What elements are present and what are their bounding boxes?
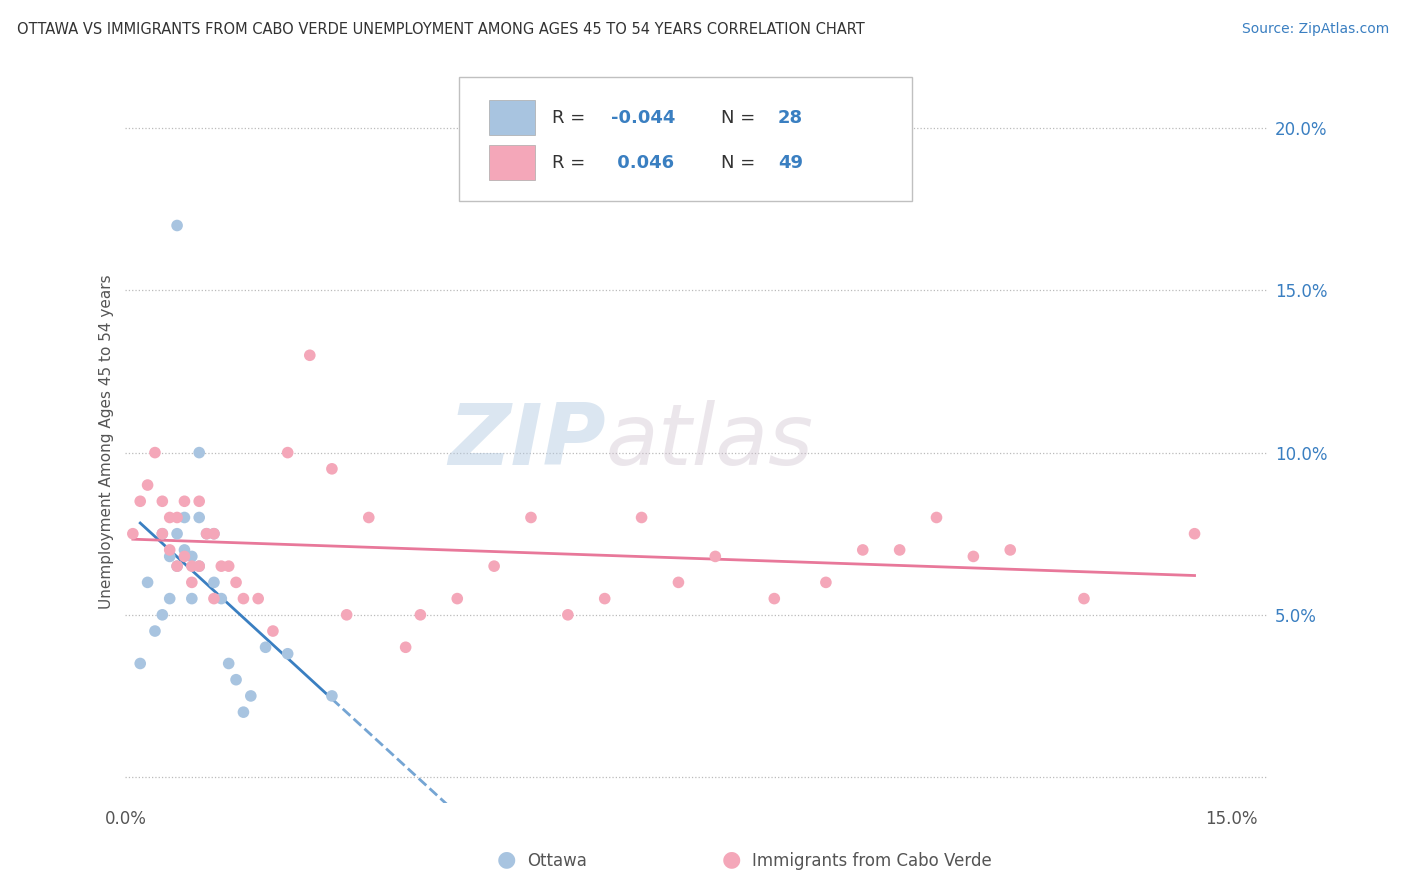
Point (188, 445, 211, 459)
Point (166, 559, 188, 574)
Point (218, 657, 240, 671)
Point (704, 549, 727, 564)
Point (232, 705, 254, 719)
Point (225, 673, 247, 687)
Text: atlas: atlas (606, 400, 814, 483)
Text: 0.046: 0.046 (612, 153, 675, 171)
Point (129, 657, 152, 671)
Point (195, 526, 218, 541)
Point (446, 591, 468, 606)
Point (254, 640, 277, 655)
Point (159, 591, 181, 606)
Point (630, 510, 652, 524)
Point (763, 591, 786, 606)
Point (298, 348, 321, 362)
Point (668, 575, 690, 590)
Point (173, 543, 195, 558)
Point (277, 445, 299, 459)
Point (180, 591, 202, 606)
FancyBboxPatch shape (489, 101, 534, 136)
Point (209, 591, 232, 606)
Point (962, 549, 984, 564)
Point (150, 526, 173, 541)
Point (180, 559, 202, 574)
Point (143, 624, 166, 638)
Point (173, 510, 195, 524)
Point (150, 526, 173, 541)
Point (166, 219, 188, 233)
Point (173, 549, 195, 564)
Text: Immigrants from Cabo Verde: Immigrants from Cabo Verde (752, 852, 993, 870)
Point (150, 494, 173, 508)
Y-axis label: Unemployment Among Ages 45 to 54 years: Unemployment Among Ages 45 to 54 years (100, 274, 114, 608)
Text: 49: 49 (778, 153, 803, 171)
Point (232, 591, 254, 606)
Point (202, 526, 225, 541)
Point (247, 591, 270, 606)
Point (121, 526, 143, 541)
Text: 28: 28 (778, 109, 803, 127)
Point (136, 575, 159, 590)
Point (150, 607, 173, 622)
Point (482, 559, 505, 574)
Point (262, 624, 284, 638)
Text: Source: ZipAtlas.com: Source: ZipAtlas.com (1241, 22, 1389, 37)
Point (188, 494, 211, 508)
Point (159, 510, 181, 524)
Point (180, 575, 202, 590)
Text: R =: R = (551, 109, 591, 127)
Point (166, 559, 188, 574)
Point (336, 607, 359, 622)
Point (889, 543, 911, 558)
Point (1184, 526, 1206, 541)
Point (814, 575, 837, 590)
Point (277, 647, 299, 661)
Point (202, 591, 225, 606)
Point (1000, 543, 1022, 558)
Text: OTTAWA VS IMMIGRANTS FROM CABO VERDE UNEMPLOYMENT AMONG AGES 45 TO 54 YEARS CORR: OTTAWA VS IMMIGRANTS FROM CABO VERDE UNE… (17, 22, 865, 37)
Text: N =: N = (721, 153, 761, 171)
FancyBboxPatch shape (460, 78, 911, 201)
Point (188, 559, 211, 574)
Point (225, 575, 247, 590)
Point (180, 549, 202, 564)
Text: -0.044: -0.044 (612, 109, 675, 127)
Text: ●: ● (496, 850, 516, 870)
Point (202, 575, 225, 590)
Point (166, 510, 188, 524)
Point (852, 543, 875, 558)
Point (1073, 591, 1095, 606)
Point (173, 494, 195, 508)
Point (218, 559, 240, 574)
Text: ZIP: ZIP (449, 400, 606, 483)
Point (202, 526, 225, 541)
Point (159, 549, 181, 564)
Point (159, 543, 181, 558)
Point (593, 591, 616, 606)
Point (129, 494, 152, 508)
Point (321, 689, 343, 703)
Point (195, 526, 218, 541)
Point (239, 689, 262, 703)
Point (166, 526, 188, 541)
Text: ●: ● (721, 850, 741, 870)
Point (925, 510, 948, 524)
Point (395, 640, 418, 655)
Point (188, 559, 211, 574)
Point (520, 510, 543, 524)
Point (143, 445, 166, 459)
Point (321, 462, 343, 476)
Text: Ottawa: Ottawa (527, 852, 588, 870)
Point (188, 510, 211, 524)
Point (409, 607, 432, 622)
Point (557, 607, 579, 622)
Point (357, 510, 380, 524)
Text: N =: N = (721, 109, 761, 127)
Text: R =: R = (551, 153, 591, 171)
FancyBboxPatch shape (489, 145, 534, 180)
Point (136, 478, 159, 492)
Point (209, 559, 232, 574)
